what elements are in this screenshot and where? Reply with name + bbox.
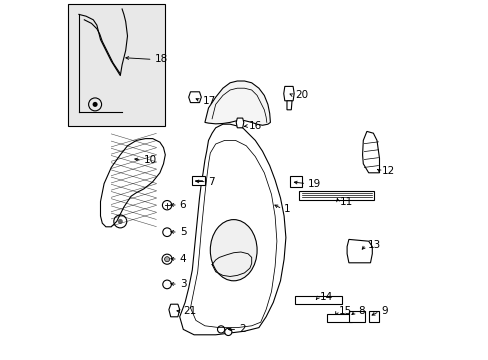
Text: 1: 1 [284, 204, 290, 214]
Text: 11: 11 [339, 197, 352, 207]
Polygon shape [346, 239, 371, 263]
Text: 2: 2 [239, 324, 245, 334]
Circle shape [224, 328, 231, 336]
Text: 18: 18 [154, 54, 167, 64]
Text: 8: 8 [357, 306, 364, 316]
Polygon shape [348, 311, 365, 322]
Polygon shape [101, 139, 165, 227]
Polygon shape [188, 92, 201, 103]
Polygon shape [294, 296, 341, 304]
Text: 20: 20 [294, 90, 307, 100]
Circle shape [92, 102, 98, 107]
Text: 16: 16 [249, 121, 262, 131]
Text: 13: 13 [367, 240, 381, 250]
Polygon shape [362, 131, 379, 173]
Text: 5: 5 [179, 227, 186, 237]
Circle shape [163, 228, 171, 237]
Polygon shape [179, 124, 285, 335]
Text: 7: 7 [208, 177, 215, 187]
Polygon shape [192, 176, 204, 185]
Polygon shape [368, 311, 379, 322]
Text: 15: 15 [339, 306, 352, 316]
Text: 21: 21 [183, 306, 196, 316]
Circle shape [163, 280, 171, 289]
Text: 4: 4 [179, 254, 186, 264]
Text: 10: 10 [143, 155, 157, 165]
Circle shape [162, 201, 171, 210]
Polygon shape [283, 86, 294, 101]
Polygon shape [298, 191, 373, 200]
Polygon shape [236, 118, 244, 128]
Text: 17: 17 [202, 96, 215, 106]
Polygon shape [204, 81, 270, 125]
Text: 6: 6 [179, 200, 186, 210]
Polygon shape [68, 4, 165, 126]
Text: 9: 9 [381, 306, 387, 316]
Ellipse shape [210, 220, 257, 281]
Text: 12: 12 [381, 166, 394, 176]
Polygon shape [286, 101, 291, 110]
Text: 3: 3 [179, 279, 186, 289]
Circle shape [164, 257, 169, 262]
Polygon shape [168, 304, 179, 317]
Polygon shape [326, 314, 352, 322]
Text: 19: 19 [307, 179, 321, 189]
Circle shape [162, 254, 172, 264]
Circle shape [118, 219, 122, 224]
Polygon shape [289, 176, 302, 187]
Circle shape [217, 326, 224, 333]
Text: 14: 14 [320, 292, 333, 302]
